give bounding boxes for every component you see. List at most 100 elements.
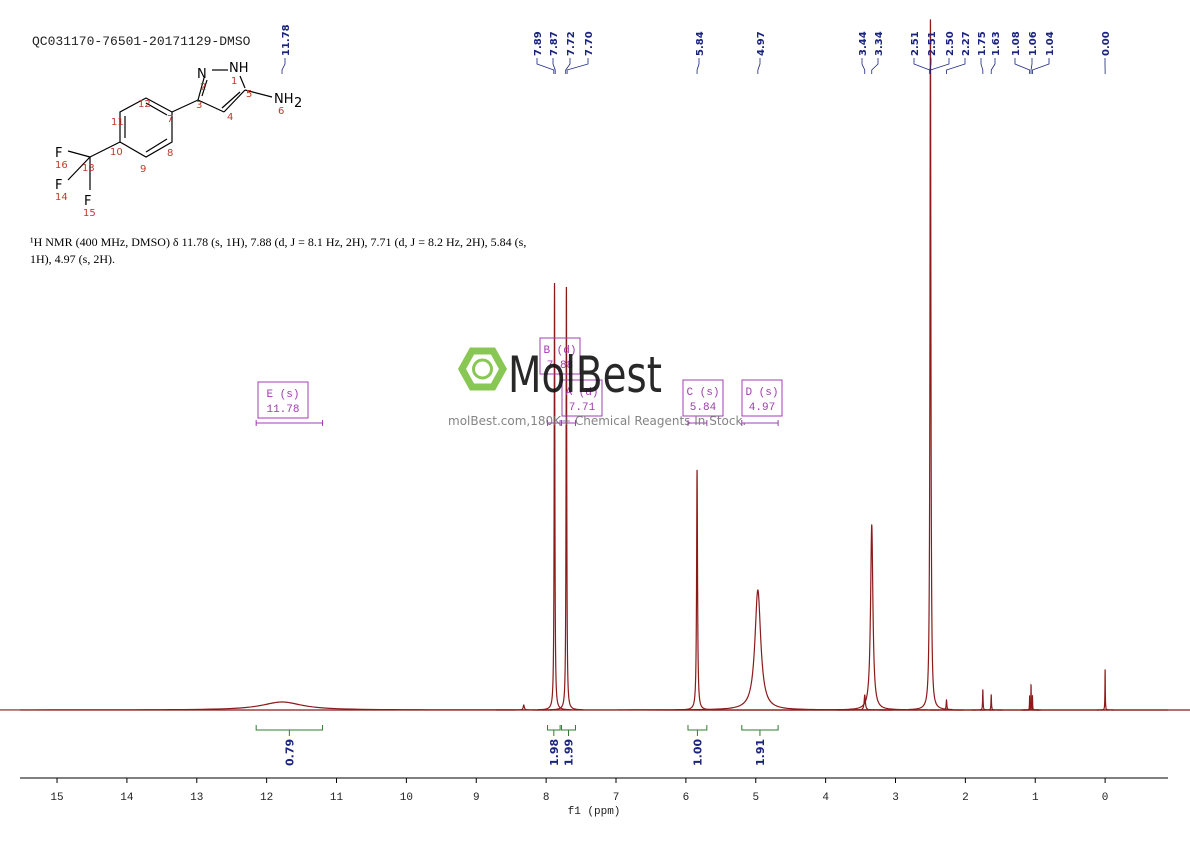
peak [537,282,572,711]
atom-number: 12 [138,99,151,110]
bond [221,91,241,109]
x-tick-label: 8 [543,792,550,804]
peak-connector [1032,58,1050,74]
multiplet-shift: 7.88 [547,360,573,372]
peak-label: 7.89 [533,31,544,56]
multiplet-shift: 4.97 [749,402,775,414]
peak-connector [536,58,555,74]
peak [980,694,1003,711]
peak-connector [552,58,556,74]
peak-label: 2.50 [945,31,956,56]
atom-number: 3 [196,100,202,111]
bond [197,77,205,101]
multiplet-box [561,379,603,417]
x-tick-label: 0 [1102,792,1109,804]
atom-number: 7 [167,114,173,125]
integral-label: 0.79 [283,739,296,766]
peak-connector [566,58,589,74]
atom-number: 14 [55,192,68,203]
x-tick-label: 10 [400,792,413,804]
x-tick-label: 15 [50,792,63,804]
integral-label: 1.99 [562,739,575,766]
multiplet-box [257,381,309,419]
peak-connector [990,58,996,74]
atom-number: 6 [278,106,284,117]
multiplet-label: C (s) [686,387,719,399]
atom-number: 16 [55,160,68,171]
atom-number: 5 [246,89,252,100]
peak-label: 1.06 [1028,31,1039,56]
multiplet-shift: 7.71 [569,402,596,414]
integral-label: 1.91 [754,739,767,766]
structure [67,69,273,190]
multiplet-box [682,379,724,417]
atom: F [55,178,62,193]
bond [89,141,121,158]
peak [549,286,584,711]
atom: 2 [294,96,302,111]
peak-label: 2.51 [910,31,921,56]
atom: NH [229,61,249,76]
peak [674,469,720,711]
logo [457,347,508,391]
peak [1096,669,1114,711]
peak [618,589,898,711]
peak [1024,694,1041,711]
peak [0,701,1190,711]
peak-label: 0.00 [1101,31,1112,56]
atom-number: 4 [227,112,233,123]
bond [197,99,225,113]
peak-connector [861,58,866,74]
logo [472,358,493,380]
peak-label: 1.08 [1011,31,1022,56]
atom-number: 10 [110,147,123,158]
peak [495,704,552,711]
peak-connector [930,58,950,74]
x-tick-label: 5 [752,792,759,804]
atom-number: 8 [167,148,173,159]
peak-label: 4.97 [756,31,767,56]
atom-number: 15 [83,208,96,219]
multiplet-box [741,379,783,417]
x-tick-label: 7 [613,792,620,804]
atom-number: 1 [231,76,237,87]
integral-label: 1.98 [548,739,561,766]
x-tick-label: 14 [120,792,134,804]
x-tick-label: 13 [190,792,203,804]
peak-connector [281,58,286,74]
bond [145,102,168,116]
atom: F [55,146,62,161]
peak-connector [929,58,932,74]
peak-connector [696,58,700,74]
peak-label: 7.87 [549,31,560,56]
peak-label: 2.27 [961,31,972,56]
x-tick-label: 11 [330,792,344,804]
atom-number: 13 [82,163,95,174]
atom-number: 2 [200,82,206,93]
atom: N [197,67,207,82]
multiplet-label: B (d) [543,345,576,357]
peak-label: 1.63 [991,31,1002,56]
x-tick-label: 9 [473,792,480,804]
peak-connector [871,58,879,74]
x-tick-label: 12 [260,792,273,804]
peak-label: 1.75 [977,31,988,56]
integral-label: 1.00 [691,739,704,766]
multiplet-label: A (d) [565,387,598,399]
watermark-brand: MolBest [508,346,662,404]
peak [929,699,964,711]
multiplet-box [539,337,581,375]
multiplet-range [547,420,561,426]
peak-connector [1030,58,1033,74]
peak-label: 1.04 [1045,31,1056,56]
x-tick-label: 6 [683,792,690,804]
multiplet-range [741,420,779,426]
x-axis-label: f1 (ppm) [568,806,621,818]
description: 1H), 4.97 (s, 2H). [30,252,115,266]
peak [815,524,928,711]
peak-label: 7.70 [584,31,595,56]
peak [836,694,893,711]
atom: F [84,194,91,209]
peak-label: 11.78 [281,24,292,56]
